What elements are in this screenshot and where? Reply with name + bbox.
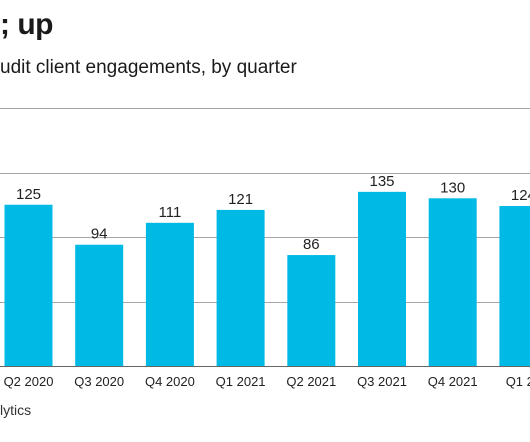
bar <box>358 191 406 366</box>
bar-value-label: 86 <box>303 236 320 253</box>
bar <box>287 255 336 366</box>
x-tick-label: Q2 2021 <box>286 374 336 389</box>
bar-value-label: 130 <box>440 179 465 196</box>
chart-title: ; up <box>0 8 53 41</box>
bar <box>216 209 265 366</box>
source-note: lytics <box>0 402 32 418</box>
bar-value-label: 111 <box>158 204 181 221</box>
bar <box>499 206 530 366</box>
x-tick-label: Q4 2020 <box>145 374 195 389</box>
bar-value-label: 135 <box>369 173 394 190</box>
bar <box>145 222 194 366</box>
chart-subtitle: udit client engagements, by quarter <box>0 57 297 78</box>
bar-value-label: 94 <box>91 226 108 243</box>
x-tick-label: Q3 2021 <box>357 374 407 389</box>
bar <box>428 198 477 366</box>
x-tick-label: Q4 2021 <box>428 374 478 389</box>
bar-chart: 125 94 111 121 86 135 130 124 Q2 2020 Q3 2020 Q4 … <box>0 108 530 389</box>
x-tick-label: Q1 20 <box>506 374 530 389</box>
bar <box>75 244 124 366</box>
value-labels: 125 94 111 121 86 135 130 124 <box>16 173 530 253</box>
x-tick-label: Q1 2021 <box>216 374 266 389</box>
bar <box>4 204 53 366</box>
bar-value-label: 121 <box>228 191 253 208</box>
bar-value-label: 125 <box>16 186 41 203</box>
bar-value-label: 124 <box>511 187 530 204</box>
bars <box>4 191 530 366</box>
x-tick-label: Q3 2020 <box>74 374 124 389</box>
x-tick-labels: Q2 2020 Q3 2020 Q4 2020 Q1 2021 Q2 2021 Q3 20… <box>4 374 530 389</box>
x-tick-label: Q2 2020 <box>4 374 54 389</box>
